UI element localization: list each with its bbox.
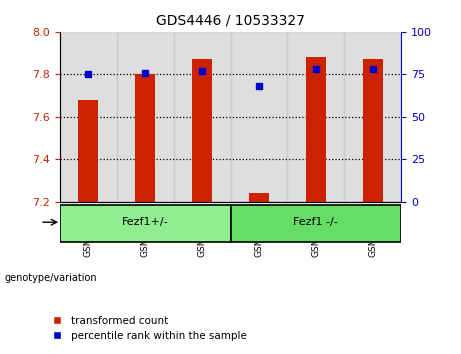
Bar — [249, 193, 269, 202]
Bar — [287, 32, 344, 202]
Bar — [135, 74, 155, 202]
Bar — [306, 57, 326, 202]
Bar — [60, 32, 117, 202]
Text: Fezf1+/-: Fezf1+/- — [122, 217, 169, 227]
Bar — [230, 32, 287, 202]
Bar — [174, 32, 230, 202]
Bar — [344, 32, 401, 202]
FancyBboxPatch shape — [60, 205, 230, 242]
Text: genotype/variation: genotype/variation — [5, 273, 97, 283]
Title: GDS4446 / 10533327: GDS4446 / 10533327 — [156, 14, 305, 28]
Text: Fezf1 -/-: Fezf1 -/- — [293, 217, 338, 227]
Legend: transformed count, percentile rank within the sample: transformed count, percentile rank withi… — [42, 312, 251, 345]
FancyBboxPatch shape — [230, 205, 401, 242]
Bar — [117, 32, 174, 202]
Bar — [192, 59, 212, 202]
Bar — [363, 59, 383, 202]
Bar — [78, 100, 98, 202]
